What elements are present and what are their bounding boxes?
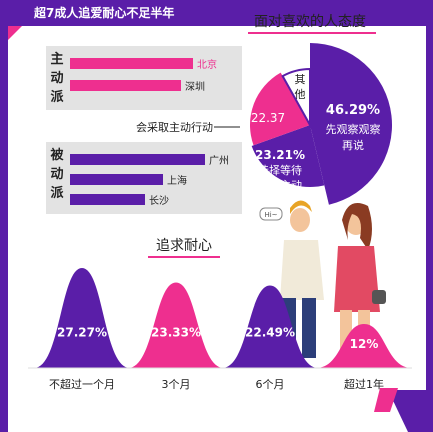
city-label: 长沙 [149,195,169,207]
pie-slice [249,72,310,146]
group-label-char: 派 [50,186,64,201]
bell-bar [34,268,130,368]
corner-deco-pink [8,26,22,40]
city-bar [70,194,145,205]
man-head [290,208,310,232]
city-label: 上海 [167,174,187,187]
woman-coat [334,246,380,312]
bell-bar-value: 12% [350,337,379,351]
pie-slice-value: 23.21% [255,148,305,162]
group-label-char: 被 [49,147,64,163]
pie-slice [251,125,325,187]
city-label: 深圳 [185,81,205,93]
section2-title: 追求耐心 [156,238,212,254]
pie-slice-label: 其 [295,73,306,86]
city-bar [70,58,193,69]
bell-bar [222,285,318,368]
section2-title-group: 追求耐心 [148,238,220,258]
pie-slice-value: 22.37 [251,111,285,125]
bell-bar-category: 6个月 [256,378,285,391]
city-label: 北京 [197,58,217,71]
pie-slice-value: 46.29% [326,103,380,118]
bell-bar-category: 超过1年 [344,377,384,391]
speech-bubble [259,207,283,221]
pie-slice [310,43,392,205]
pie-annotation: 会采取主动行动 [136,121,213,134]
banner-title: 超7成人追爱耐心不足半年 [34,6,175,20]
bell-bar [316,324,412,368]
bell-bar-value: 22.49% [245,326,295,340]
group-label-char: 动 [50,71,63,86]
bell-bar-category: 不超过一个月 [49,377,115,391]
city-bar [70,174,163,185]
pie-slice-label: 先观察观察 [326,122,381,136]
man-leg-right [302,298,316,358]
city-bar [70,154,205,165]
bell-bar-value: 27.27% [57,326,107,340]
city-bar [70,80,181,91]
pie-slice-label: 选择等待 [258,163,302,177]
man-coat [280,240,324,300]
man-hair [290,200,312,214]
top-banner: 超7成人追爱耐心不足半年 [8,0,426,26]
group-label-char: 主 [50,51,63,67]
section1-title-group: 面对喜欢的人态度 [248,14,376,34]
city-label: 广州 [209,155,229,167]
group-panel-bg [46,46,242,110]
group-label-char: 动 [50,167,63,182]
bell-bar [128,282,224,368]
woman-hair [342,203,372,250]
corner-deco-bottom-right [388,390,426,432]
group-label-char: 派 [50,90,64,105]
corner-deco-bottom-pink [374,388,398,412]
pie-slice-label: 再说 [342,138,364,152]
section1-title: 面对喜欢的人态度 [254,14,366,30]
pie-slice-label: 他 [295,88,306,101]
bell-bar-chart: 27.27% 不超过一个月 23.33% 3个月 22.49% 6个月 12% 超过1年 [28,268,412,391]
pie-slice-label: 对方主动 [258,178,302,192]
pie-slice [281,67,311,129]
bell-bar-value: 23.33% [151,326,201,340]
woman-bag [372,290,386,304]
speech-bubble-glyph: Hi~ [264,211,277,219]
infographic-page: 超7成人追爱耐心不足半年 面对喜欢的人态度 主动派北京 深圳被动派广州 上海 长沙 4… [8,0,426,432]
bell-bar-category: 3个月 [162,378,191,391]
